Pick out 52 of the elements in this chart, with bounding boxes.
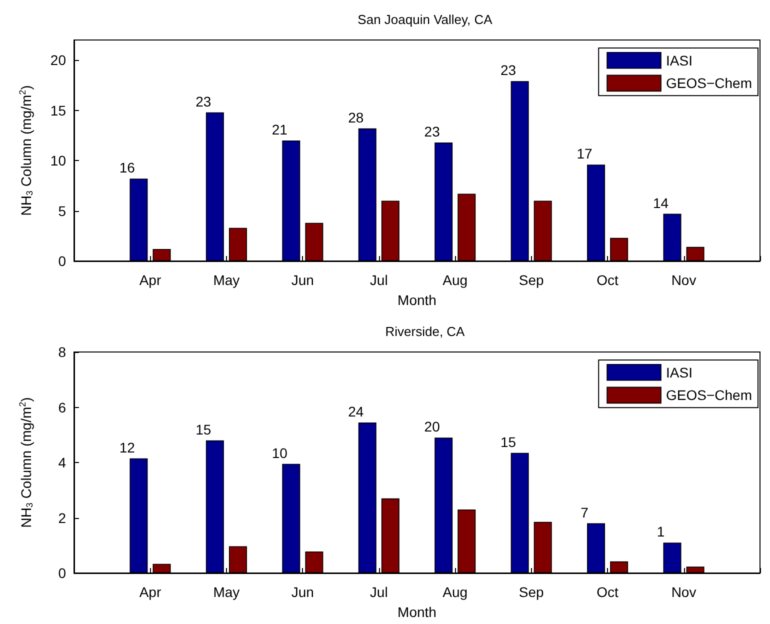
annotation: 1 xyxy=(656,524,665,540)
x-tick-label: Aug xyxy=(442,272,468,288)
x-tick-label: Jul xyxy=(370,584,388,600)
annotation: 12 xyxy=(119,439,136,456)
y-tick-label: 2 xyxy=(58,510,66,526)
legend-label: GEOS−Chem xyxy=(666,387,752,404)
y-tick-label: 0 xyxy=(58,565,66,581)
chart-title: Riverside, CA xyxy=(385,324,466,339)
annotation: 10 xyxy=(272,444,288,461)
y-tick-label: 6 xyxy=(58,399,66,416)
y-tick-label: 10 xyxy=(50,152,66,169)
x-tick-label: Jun xyxy=(291,272,314,288)
annotation: 7 xyxy=(580,504,589,520)
x-tick-label: Nov xyxy=(671,584,696,600)
y-tick-label: 5 xyxy=(58,202,66,219)
chart-title: San Joaquin Valley, CA xyxy=(358,12,493,27)
y-axis-title: NH3 Column (mg/m2) xyxy=(18,397,34,528)
x-tick-label: Sep xyxy=(518,584,544,600)
y-tick-label: 20 xyxy=(50,52,66,68)
legend-label: GEOS−Chem xyxy=(666,75,752,92)
x-tick-label: Jun xyxy=(291,584,314,600)
legend-label: IASI xyxy=(666,364,692,380)
annotation: 24 xyxy=(348,403,364,420)
annotation: 23 xyxy=(196,93,212,110)
y-tick-label: 0 xyxy=(58,253,66,269)
x-tick-label: Oct xyxy=(596,584,619,600)
x-tick-label: May xyxy=(213,272,240,288)
annotation: 15 xyxy=(500,434,516,450)
y-tick-label: 4 xyxy=(58,454,66,470)
x-tick-label: Jul xyxy=(370,272,388,288)
x-tick-label: Aug xyxy=(442,584,468,600)
x-tick-label: Apr xyxy=(139,584,162,600)
x-tick-label: Nov xyxy=(671,272,696,288)
y-axis-title: NH3 Column (mg/m2) xyxy=(18,85,34,216)
annotation: 14 xyxy=(652,194,669,211)
annotation: 21 xyxy=(272,121,288,138)
annotation: 20 xyxy=(424,418,440,435)
annotation: 15 xyxy=(196,421,212,438)
annotation: 16 xyxy=(119,160,136,176)
legend-label: IASI xyxy=(666,52,692,68)
x-tick-label: May xyxy=(213,584,240,600)
x-tick-label: Sep xyxy=(518,272,544,288)
annotation: 17 xyxy=(576,146,593,162)
x-axis-title: Month xyxy=(398,604,436,620)
x-tick-label: Apr xyxy=(139,272,162,288)
y-tick-label: 8 xyxy=(58,344,66,360)
annotation: 23 xyxy=(500,62,516,78)
y-tick-label: 15 xyxy=(50,102,66,118)
annotation: 28 xyxy=(348,109,364,126)
annotation: 23 xyxy=(424,123,440,140)
x-axis-title: Month xyxy=(398,292,436,308)
x-tick-label: Oct xyxy=(596,272,619,288)
